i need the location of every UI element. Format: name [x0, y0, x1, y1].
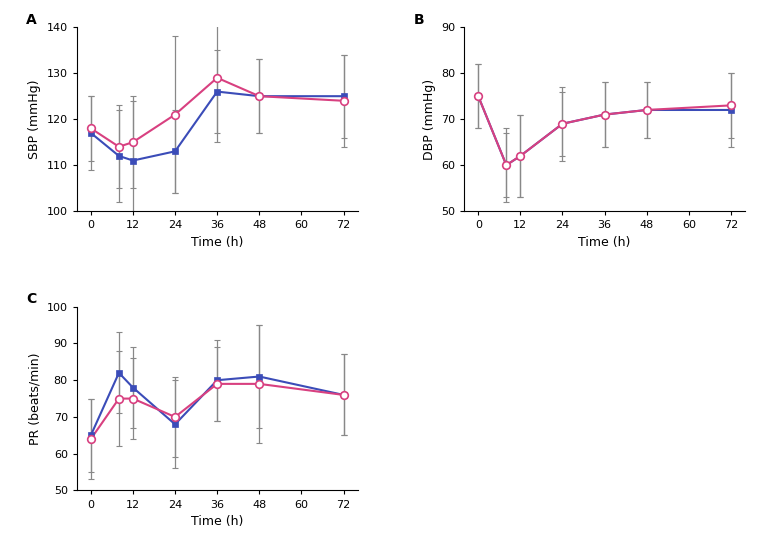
X-axis label: Time (h): Time (h) — [191, 235, 243, 249]
Y-axis label: DBP (mmHg): DBP (mmHg) — [422, 78, 435, 160]
X-axis label: Time (h): Time (h) — [578, 235, 631, 249]
Y-axis label: PR (beats/min): PR (beats/min) — [28, 352, 41, 445]
Y-axis label: SBP (mmHg): SBP (mmHg) — [28, 80, 41, 159]
Text: B: B — [414, 13, 424, 27]
Text: C: C — [26, 292, 37, 306]
Text: A: A — [26, 13, 37, 27]
X-axis label: Time (h): Time (h) — [191, 515, 243, 528]
